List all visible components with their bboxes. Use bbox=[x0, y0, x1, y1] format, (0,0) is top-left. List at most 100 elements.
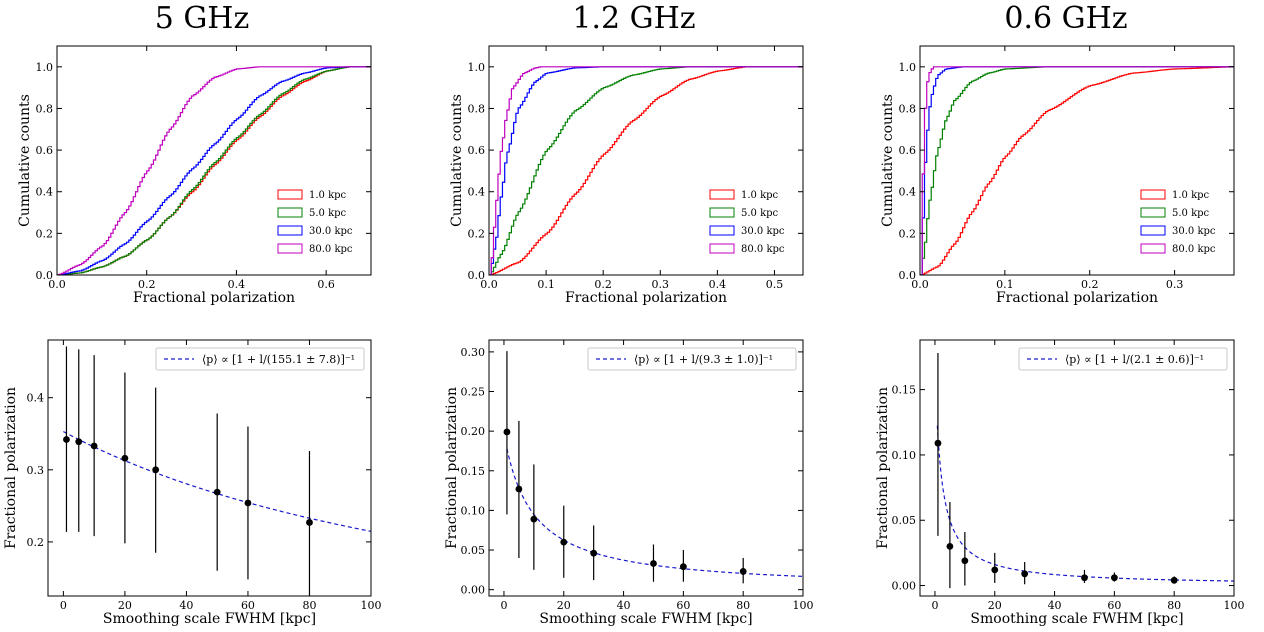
x-tick-label: 0 bbox=[931, 599, 938, 612]
legend-label: 1.0 kpc bbox=[1172, 190, 1210, 201]
y-tick-label: 0.15 bbox=[892, 384, 917, 397]
fit-legend-label: ⟨p⟩ ∝ [1 + l/(155.1 ± 7.8)]⁻¹ bbox=[202, 353, 355, 366]
x-tick-label: 100 bbox=[361, 599, 382, 612]
legend-swatch bbox=[1140, 225, 1166, 236]
y-tick-label: 0.4 bbox=[468, 186, 486, 199]
legend-swatch bbox=[709, 207, 735, 218]
series-line-5-0-kpc bbox=[57, 66, 371, 275]
y-tick-label: 1.0 bbox=[36, 61, 54, 74]
legend-label: 30.0 kpc bbox=[1172, 226, 1216, 237]
fit-legend-label: ⟨p⟩ ∝ [1 + l/(2.1 ± 0.6)]⁻¹ bbox=[1065, 353, 1204, 366]
y-axis-label: Fractional polarization bbox=[444, 387, 460, 549]
panel-top-left: 5 GHz 0.0 0.2 0.4 0.6 0.0 0.2 0.4 0.6 0.8 1.0 Fract… bbox=[17, 1, 372, 306]
series-line-30-0-kpc bbox=[57, 66, 371, 275]
data-point bbox=[75, 438, 83, 446]
x-tick-label: 80 bbox=[302, 599, 316, 612]
x-tick-label: 0.2 bbox=[138, 278, 156, 291]
fit-legend-box bbox=[1018, 347, 1228, 371]
data-point bbox=[590, 549, 598, 557]
x-tick-label: 20 bbox=[988, 599, 1002, 612]
data-point bbox=[503, 428, 511, 436]
data-point bbox=[530, 515, 538, 523]
legend-label: 80.0 kpc bbox=[1172, 244, 1216, 255]
axes-frame bbox=[47, 339, 372, 597]
data-point bbox=[934, 439, 942, 447]
data-point bbox=[679, 563, 687, 571]
x-tick-label: 20 bbox=[557, 599, 571, 612]
data-point bbox=[650, 560, 657, 567]
y-tick-label: 0.2 bbox=[468, 227, 486, 240]
fit-curve bbox=[506, 448, 803, 577]
y-tick-label: 0.05 bbox=[892, 514, 917, 527]
y-tick-label: 0.6 bbox=[468, 144, 486, 157]
plot-area bbox=[934, 353, 1234, 589]
panel-title: 1.2 GHz bbox=[572, 1, 695, 36]
fit-legend-label: ⟨p⟩ ∝ [1 + l/(9.3 ± 1.0)]⁻¹ bbox=[634, 353, 773, 366]
y-axis-label: Cumulative counts bbox=[17, 94, 33, 227]
data-point bbox=[560, 538, 568, 546]
y-axis-label: Fractional polarization bbox=[875, 387, 891, 549]
x-tick-label: 0.5 bbox=[766, 278, 784, 291]
legend-swatch bbox=[709, 225, 735, 236]
fit-legend-box bbox=[587, 347, 797, 371]
x-tick-label: 20 bbox=[118, 599, 132, 612]
x-tick-label: 0.1 bbox=[996, 278, 1014, 291]
x-axis-label: Smoothing scale FWHM [kpc] bbox=[103, 611, 316, 627]
legend: 1.0 kpc 5.0 kpc 30.0 kpc 80.0 kpc bbox=[709, 189, 785, 255]
x-tick-label: 80 bbox=[736, 599, 750, 612]
panel-top-middle: 1.2 GHz 0.0 0.1 0.2 0.3 0.4 0.5 0.0 0.2 0.4 0.6 0.8… bbox=[449, 1, 804, 306]
x-tick-label: 0 bbox=[500, 599, 507, 612]
y-tick-label: 0.2 bbox=[36, 227, 54, 240]
y-tick-label: 0.00 bbox=[461, 584, 486, 597]
fit-legend: ⟨p⟩ ∝ [1 + l/(155.1 ± 7.8)]⁻¹ bbox=[155, 347, 365, 371]
x-tick-label: 60 bbox=[676, 599, 690, 612]
x-axis-label: Smoothing scale FWHM [kpc] bbox=[970, 611, 1183, 627]
x-tick-label: 40 bbox=[617, 599, 631, 612]
x-tick-label: 60 bbox=[241, 599, 255, 612]
x-tick-label: 0.0 bbox=[911, 278, 929, 291]
plot-area bbox=[489, 66, 803, 275]
y-axis-label: Cumulative counts bbox=[880, 94, 896, 227]
x-axis-label: Fractional polarization bbox=[996, 290, 1158, 306]
series-line-80-0-kpc bbox=[920, 66, 1234, 275]
legend: 1.0 kpc 5.0 kpc 30.0 kpc 80.0 kpc bbox=[277, 189, 353, 255]
y-axis-label: Cumulative counts bbox=[449, 94, 465, 227]
y-tick-label: 0.8 bbox=[36, 102, 54, 115]
legend-label: 80.0 kpc bbox=[309, 244, 353, 255]
y-tick-label: 0.10 bbox=[461, 504, 486, 517]
data-point bbox=[306, 519, 313, 526]
y-tick-label: 0.00 bbox=[892, 580, 917, 593]
data-point bbox=[90, 442, 98, 450]
x-tick-label: 0.4 bbox=[228, 278, 246, 291]
axes-frame bbox=[488, 339, 804, 597]
y-tick-label: 0.8 bbox=[899, 102, 917, 115]
data-point bbox=[946, 542, 954, 550]
y-tick-label: 0.25 bbox=[461, 386, 486, 399]
legend-swatch bbox=[277, 243, 303, 254]
x-tick-label: 0.2 bbox=[1081, 278, 1099, 291]
x-tick-label: 0.4 bbox=[709, 278, 727, 291]
y-tick-label: 0.15 bbox=[461, 465, 486, 478]
y-tick-label: 0.20 bbox=[461, 425, 486, 438]
legend-swatch bbox=[1140, 243, 1166, 254]
axes-frame bbox=[488, 45, 804, 276]
data-point bbox=[213, 488, 221, 496]
y-axis-label: Fractional polarization bbox=[3, 387, 19, 549]
y-tick-label: 0.2 bbox=[27, 536, 45, 549]
y-tick-label: 0.4 bbox=[27, 392, 45, 405]
legend-swatch bbox=[277, 207, 303, 218]
legend-label: 30.0 kpc bbox=[309, 226, 353, 237]
series-line-80-0-kpc bbox=[57, 66, 371, 275]
y-tick-label: 1.0 bbox=[468, 61, 486, 74]
legend-label: 5.0 kpc bbox=[741, 208, 779, 219]
y-tick-label: 0.4 bbox=[36, 186, 54, 199]
data-point bbox=[1170, 576, 1178, 584]
fit-curve bbox=[936, 425, 1234, 582]
panel-bottom-middle: 0 20 40 60 80 100 0.00 0.05 0.10 0.15 0.20 0.25 0.30… bbox=[444, 339, 814, 627]
x-tick-label: 40 bbox=[179, 599, 193, 612]
data-point bbox=[121, 454, 129, 462]
fit-legend: ⟨p⟩ ∝ [1 + l/(2.1 ± 0.6)]⁻¹ bbox=[1018, 347, 1228, 371]
x-tick-label: 0.0 bbox=[480, 278, 498, 291]
panel-title: 0.6 GHz bbox=[1004, 1, 1127, 36]
